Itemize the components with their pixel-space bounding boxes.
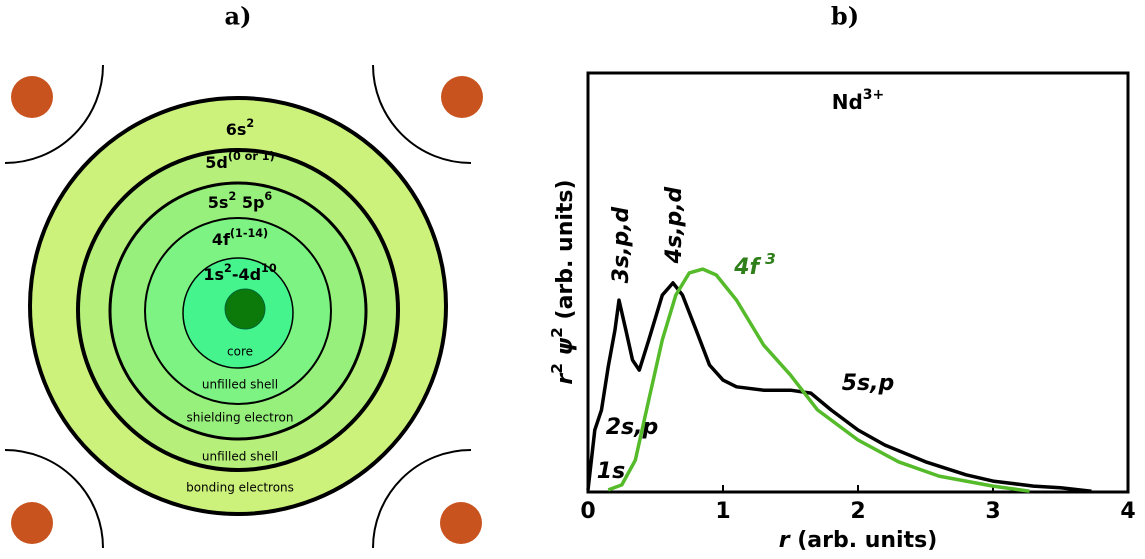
neighbor-ion [441, 76, 483, 118]
text-part: -4d [232, 265, 261, 284]
superscript: 10 [261, 262, 277, 275]
neighbor-ion [440, 502, 482, 544]
panel-label: b) [831, 2, 859, 31]
series-line [588, 283, 1092, 491]
neighbor-ion [11, 76, 53, 118]
series-line [608, 269, 1029, 491]
annotation: 3s,p,d [609, 206, 634, 283]
shell-caption: bonding electrons [186, 481, 294, 495]
shell-caption: core [227, 345, 253, 359]
shell-caption: unfilled shell [202, 378, 278, 392]
superscript: 2 [228, 190, 236, 203]
text-part: 5s [208, 193, 229, 212]
shell-label: 5s2 5p6 [208, 190, 273, 212]
text-part: 6s [226, 120, 247, 139]
text-part: 5p [236, 193, 264, 212]
text-part: 2s,p [606, 415, 659, 440]
figure: a) 6s25d(0 or 1)5s2 5p64f(1-14)1s2-4d10c… [0, 0, 1145, 559]
x-tick-label: 1 [715, 499, 730, 524]
superscript: (0 or 1) [228, 150, 275, 163]
shell-caption: unfilled shell [202, 450, 278, 464]
text-part: 4f [733, 255, 761, 280]
superscript: 2 [548, 363, 566, 374]
text-part: 1s [597, 459, 625, 484]
y-axis-label: r2 ψ2 (arb. units) [548, 179, 579, 384]
nucleus [225, 289, 265, 329]
x-tick-label: 4 [1120, 499, 1135, 524]
x-axis-label: r (arb. units) [779, 528, 938, 553]
chart-title: Nd3+ [832, 87, 885, 114]
neighbor-ion [11, 502, 53, 544]
text-part: (arb. units) [553, 179, 578, 327]
superscript: 6 [264, 190, 272, 203]
shell-caption: shielding electron [187, 411, 294, 425]
annotation: 4s,p,d [662, 186, 687, 264]
annotation: 5s,p [842, 371, 895, 396]
text-part: 4s,p,d [662, 186, 687, 264]
superscript: (1-14) [230, 227, 268, 240]
superscript: 2 [246, 117, 254, 130]
text-part: 5s,p [842, 371, 895, 396]
text-part: (arb. units) [790, 528, 938, 553]
text-part: 3s,p,d [609, 206, 634, 283]
superscript: 2 [224, 262, 232, 275]
x-tick-label: 0 [580, 499, 595, 524]
superscript: 3+ [863, 87, 884, 103]
x-tick-label: 3 [985, 499, 1000, 524]
panel-label: a) [225, 2, 252, 31]
text-part: ψ [553, 337, 578, 363]
annotation: 1s [597, 459, 625, 484]
annotation: 2s,p [606, 415, 659, 440]
superscript: 3 [765, 250, 776, 268]
text-part: Nd [832, 90, 863, 114]
superscript: 2 [548, 327, 566, 338]
x-tick-label: 2 [850, 499, 865, 524]
text-part: 1s [203, 265, 224, 284]
text-part: 4f [212, 230, 231, 249]
text-part: 5d [205, 153, 228, 172]
